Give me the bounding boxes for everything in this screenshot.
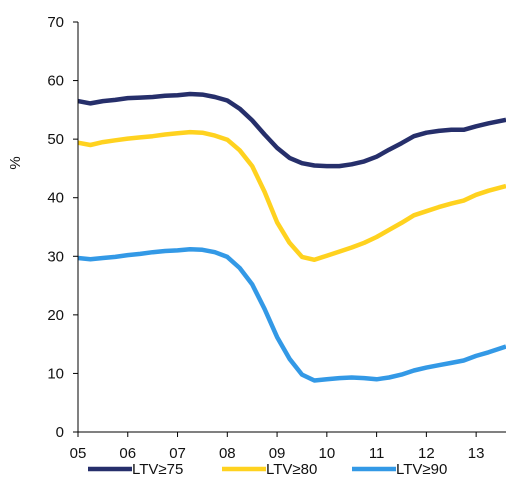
y-tick-label: 70: [47, 14, 64, 31]
legend-label: LTV≥75: [132, 461, 183, 478]
series-line: [77, 247, 506, 383]
x-tick-label: 09: [269, 445, 286, 462]
legend: LTV≥75 LTV≥80 LTV≥90: [88, 461, 447, 478]
legend-item: LTV≥90: [352, 461, 447, 478]
x-tick-label: 07: [169, 445, 186, 462]
y-tick-label: 20: [47, 307, 64, 324]
y-axis-label: %: [7, 156, 24, 169]
x-tick-label: 13: [468, 445, 485, 462]
y-tick-label: 30: [47, 248, 64, 265]
x-tick-label: 06: [119, 445, 136, 462]
y-tick-label: 40: [47, 190, 64, 207]
y-tick-label: 10: [47, 365, 64, 382]
legend-item: LTV≥80: [222, 461, 317, 478]
y-tick-label: 50: [47, 131, 64, 148]
series-lines: [77, 91, 506, 383]
x-tick-label: 11: [369, 445, 385, 462]
series-line: [77, 91, 506, 169]
x-tick-label: 12: [418, 445, 435, 462]
series-line: [77, 129, 506, 263]
x-tick-label: 10: [318, 445, 335, 462]
x-axis-ticks: 05 06 07 08 09 10 11 12 13: [70, 432, 485, 462]
y-tick-label: 60: [47, 73, 64, 90]
y-axis-ticks: 0 10 20 30 40 50 60 70: [47, 14, 78, 441]
x-tick-label: 05: [70, 445, 87, 462]
legend-label: LTV≥90: [396, 461, 447, 478]
legend-label: LTV≥80: [266, 461, 317, 478]
legend-item: LTV≥75: [88, 461, 183, 478]
y-tick-label: 0: [56, 424, 64, 441]
x-tick-label: 08: [219, 445, 236, 462]
